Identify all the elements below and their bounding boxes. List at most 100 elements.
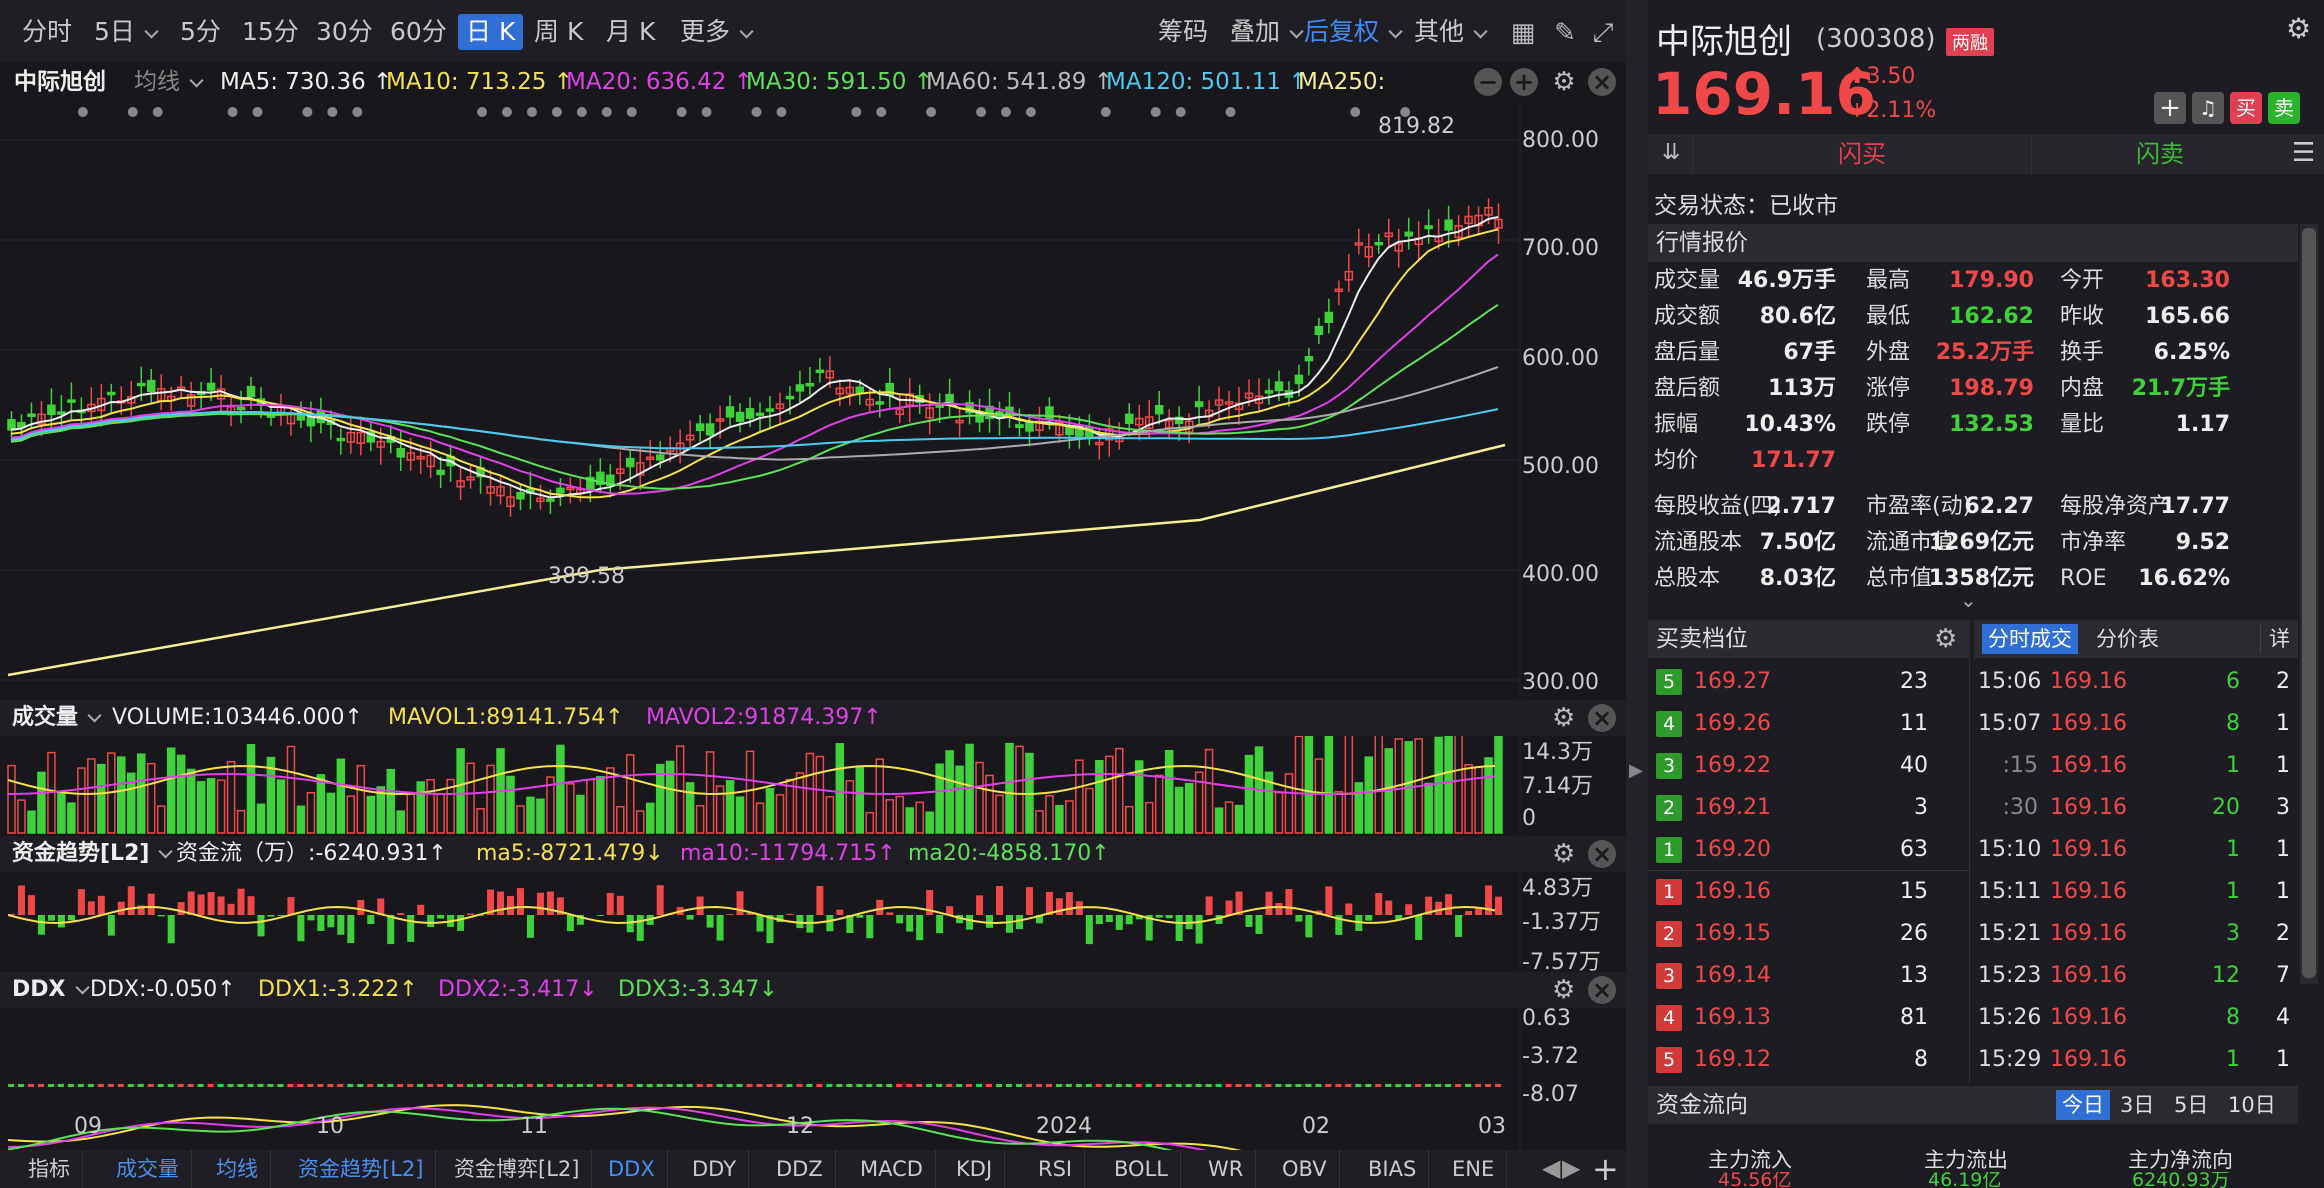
volume-title[interactable]: 成交量 xyxy=(12,700,96,736)
close-icon[interactable]: × xyxy=(1588,840,1616,868)
tab-obv[interactable]: OBV xyxy=(1270,1150,1340,1188)
gear-icon[interactable]: ⚙ xyxy=(1552,67,1576,97)
tab-3day[interactable]: 3日 xyxy=(2120,1093,2155,1117)
flash-buy-button[interactable]: 闪买 xyxy=(1692,134,2032,174)
gear-icon[interactable]: ⚙ xyxy=(1552,703,1576,733)
flow-bar xyxy=(726,914,734,915)
level-volume: 40 xyxy=(1900,753,1928,778)
tab-price-table[interactable]: 分价表 xyxy=(2096,627,2159,651)
tab-15min[interactable]: 15分 xyxy=(242,17,299,46)
volume-bar xyxy=(416,781,425,834)
tab-60min[interactable]: 60分 xyxy=(390,17,447,46)
tab-wr[interactable]: WR xyxy=(1196,1150,1257,1188)
candle-body xyxy=(206,382,216,391)
ddx-title[interactable]: DDX xyxy=(12,972,84,1008)
gear-icon[interactable]: ⚙ xyxy=(2286,12,2312,45)
expand-icon[interactable]: ⤢ xyxy=(1592,18,1614,48)
tab-ddz[interactable]: DDZ xyxy=(764,1150,836,1188)
gear-icon[interactable]: ⚙ xyxy=(1934,624,1958,654)
ma-type-dropdown[interactable]: 均线 xyxy=(134,64,198,100)
scrollbar-thumb[interactable] xyxy=(2302,228,2316,978)
tab-weekly[interactable]: 周 K xyxy=(534,17,584,46)
ddx-bar xyxy=(816,1084,823,1087)
volume-bar xyxy=(296,805,306,834)
tab-ma[interactable]: 均线 xyxy=(204,1150,271,1188)
tab-indicator[interactable]: 指标 xyxy=(16,1150,83,1188)
flow-bar xyxy=(776,915,784,923)
tab-5min[interactable]: 5分 xyxy=(180,17,221,46)
tab-ene[interactable]: ENE xyxy=(1440,1150,1508,1188)
tab-5day[interactable]: 5日 xyxy=(86,14,161,50)
tab-rsi[interactable]: RSI xyxy=(1026,1150,1086,1188)
close-icon[interactable]: × xyxy=(1588,704,1616,732)
flow-bar xyxy=(207,892,215,915)
flash-sell-button[interactable]: 闪卖 xyxy=(2136,140,2184,168)
tab-10day[interactable]: 10日 xyxy=(2228,1093,2276,1117)
close-icon[interactable]: × xyxy=(1588,68,1616,96)
level-price[interactable]: 169.21 xyxy=(1694,795,1771,820)
level-price[interactable]: 169.22 xyxy=(1694,753,1771,778)
level-price[interactable]: 169.15 xyxy=(1694,921,1771,946)
tab-5day[interactable]: 5日 xyxy=(2174,1093,2209,1117)
tab-intraday[interactable]: 分时 xyxy=(22,17,73,46)
tab-more[interactable]: 更多 xyxy=(672,14,756,50)
buy-button[interactable]: 买 xyxy=(2230,92,2262,124)
bell-icon[interactable]: ♫ xyxy=(2192,92,2224,124)
tab-ddx[interactable]: DDX xyxy=(596,1150,668,1188)
volume-bar xyxy=(695,805,705,834)
level-price[interactable]: 169.26 xyxy=(1694,711,1771,736)
gear-icon[interactable]: ⚙ xyxy=(1552,839,1576,869)
sell-button[interactable]: 卖 xyxy=(2268,92,2300,124)
tab-volume[interactable]: 成交量 xyxy=(104,1150,192,1188)
gear-icon[interactable]: ⚙ xyxy=(1552,975,1576,1005)
other-button[interactable]: 其他 xyxy=(1406,14,1490,50)
trade-count: 2 xyxy=(2276,921,2290,946)
tab-30min[interactable]: 30分 xyxy=(316,17,373,46)
add-watch-icon[interactable]: + xyxy=(2154,92,2186,124)
plus-icon[interactable]: + xyxy=(1510,68,1538,96)
ddx-bar xyxy=(1365,1084,1372,1087)
level-price[interactable]: 169.20 xyxy=(1694,837,1771,862)
ddx-bar xyxy=(746,1084,753,1087)
tab-boll[interactable]: BOLL xyxy=(1102,1150,1181,1188)
overlay-button[interactable]: 叠加 xyxy=(1222,14,1306,50)
level-price[interactable]: 169.13 xyxy=(1694,1005,1771,1030)
arrow-right-icon[interactable]: ▶ xyxy=(1562,1154,1581,1182)
adjust-button[interactable]: 后复权 xyxy=(1296,14,1405,50)
tab-daily[interactable]: 日 K xyxy=(458,14,524,50)
add-icon[interactable]: + xyxy=(1592,1150,1619,1188)
tab-tick-trades[interactable]: 分时成交 xyxy=(1982,624,2078,654)
panel-toggle[interactable]: ▶ xyxy=(1626,0,1648,1188)
volume-bar xyxy=(256,803,266,834)
filter-icon[interactable]: ⇊ xyxy=(1662,140,1681,165)
chip-button[interactable]: 筹码 xyxy=(1158,17,1209,46)
candle-body xyxy=(1394,243,1403,252)
flow-title[interactable]: 资金趋势[L2] xyxy=(12,836,167,872)
expand-chevron-icon[interactable]: ⌄ xyxy=(1960,588,1977,612)
tab-bias[interactable]: BIAS xyxy=(1356,1150,1430,1188)
tab-today[interactable]: 今日 xyxy=(2056,1090,2110,1120)
minus-icon[interactable]: − xyxy=(1474,68,1502,96)
flow-bar xyxy=(1025,887,1033,915)
ddx-bar xyxy=(1165,1084,1172,1087)
level-price[interactable]: 169.27 xyxy=(1694,669,1771,694)
tab-fund-trend[interactable]: 资金趋势[L2] xyxy=(286,1150,437,1188)
tab-macd[interactable]: MACD xyxy=(848,1150,936,1188)
grid-icon[interactable]: ▦ xyxy=(1510,18,1536,48)
tab-ddy[interactable]: DDY xyxy=(680,1150,750,1188)
pen-icon[interactable]: ✎ xyxy=(1554,18,1576,48)
detail-button[interactable]: 详 xyxy=(2260,624,2290,654)
menu-icon[interactable]: ☰ xyxy=(2292,138,2316,168)
volume-bar xyxy=(27,810,36,834)
arrow-left-icon[interactable]: ◀ xyxy=(1542,1154,1561,1182)
level-price[interactable]: 169.12 xyxy=(1694,1047,1771,1072)
tab-fund-game[interactable]: 资金博弈[L2] xyxy=(442,1150,593,1188)
tab-kdj[interactable]: KDJ xyxy=(944,1150,1006,1188)
tab-monthly[interactable]: 月 K xyxy=(606,17,656,46)
candle-body xyxy=(845,386,855,395)
level-price[interactable]: 169.14 xyxy=(1694,963,1771,988)
collapse-icon[interactable]: ▶ xyxy=(1629,760,1643,781)
close-icon[interactable]: × xyxy=(1588,976,1616,1004)
scrollbar[interactable] xyxy=(2300,224,2318,984)
level-price[interactable]: 169.16 xyxy=(1694,879,1771,904)
